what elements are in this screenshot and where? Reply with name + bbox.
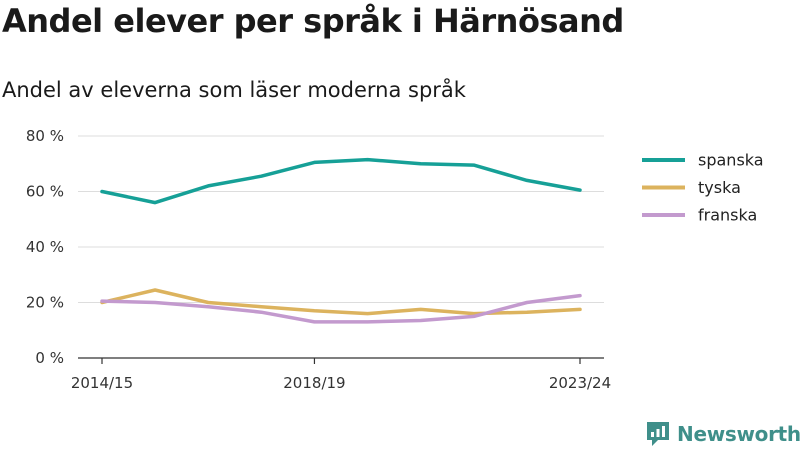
x-tick-label: 2023/24: [549, 374, 611, 392]
series-line-spanska: [100, 157, 582, 205]
y-tick-label: 20 %: [26, 294, 64, 312]
chart-title: Andel elever per språk i Härnösand: [2, 2, 624, 40]
x-tick-label: 2014/15: [71, 374, 133, 392]
brand-logo: Newsworthy: [645, 420, 800, 448]
legend-label-spanska: spanska: [698, 151, 764, 170]
brand-name: Newsworthy: [677, 422, 800, 446]
y-tick-label: 60 %: [26, 183, 64, 201]
y-tick-label: 80 %: [26, 127, 64, 145]
y-tick-label: 40 %: [26, 238, 64, 256]
chart-subtitle: Andel av eleverna som läser moderna språ…: [2, 78, 466, 102]
y-tick-label: 0 %: [35, 349, 64, 367]
series-line-tyska: [100, 288, 582, 316]
legend-label-tyska: tyska: [698, 178, 741, 197]
series-line-franska: [100, 293, 582, 324]
x-tick-label: 2018/19: [283, 374, 345, 392]
newsworthy-logo-icon: [647, 422, 669, 446]
legend-label-franska: franska: [698, 206, 757, 225]
